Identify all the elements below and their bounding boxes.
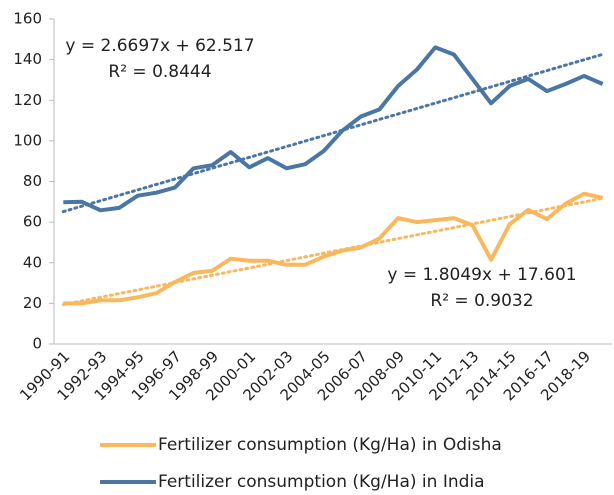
y-tick-label: 80 <box>23 172 42 190</box>
legend-label: Fertilizer consumption (Kg/Ha) in Odisha <box>158 435 502 455</box>
series-line <box>63 191 604 306</box>
y-tick-label: 60 <box>23 213 42 231</box>
y-tick-label: 120 <box>13 91 42 109</box>
trend-equation: y = 2.6697x + 62.517 <box>65 36 254 56</box>
trend-r2: R² = 0.9032 <box>430 291 533 311</box>
y-tick-label: 160 <box>13 10 42 28</box>
y-tick-label: 40 <box>23 253 42 271</box>
trendline <box>61 196 605 307</box>
y-tick-label: 20 <box>23 294 42 312</box>
series-line <box>63 45 604 213</box>
y-tick-label: 100 <box>13 131 42 149</box>
trend-equation: y = 1.8049x + 17.601 <box>387 265 576 285</box>
trend-r2: R² = 0.8444 <box>108 62 211 82</box>
trendline <box>61 52 605 214</box>
legend-label: Fertilizer consumption (Kg/Ha) in India <box>158 472 485 492</box>
y-tick-label: 140 <box>13 50 42 68</box>
y-tick-label: 0 <box>32 335 42 353</box>
